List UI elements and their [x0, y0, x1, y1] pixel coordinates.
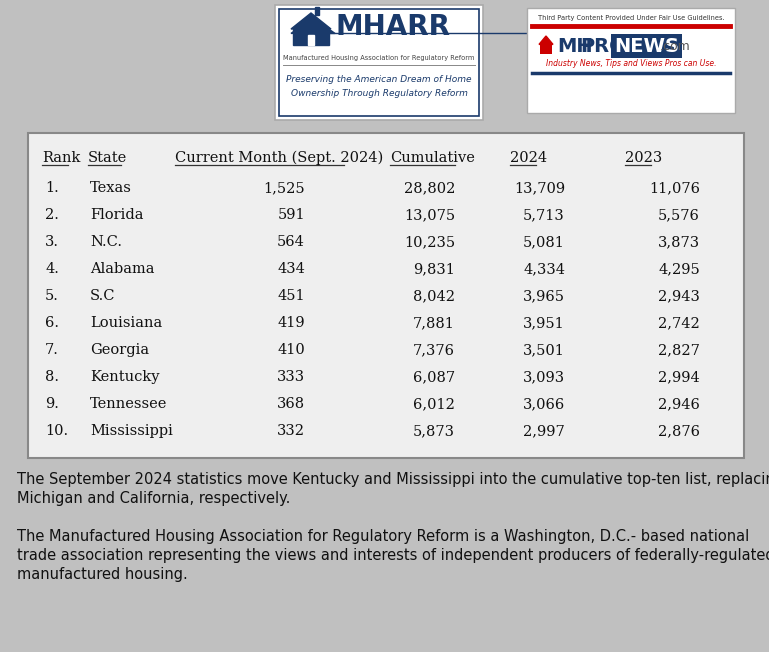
Text: 2,943: 2,943	[658, 289, 700, 303]
Text: 4,295: 4,295	[658, 262, 700, 276]
Text: State: State	[88, 151, 127, 165]
Text: Current Month (Sept. 2024): Current Month (Sept. 2024)	[175, 151, 383, 165]
Text: 4.: 4.	[45, 262, 59, 276]
Text: MHARR: MHARR	[335, 13, 450, 41]
Text: Manufactured Housing Association for Regulatory Reform: Manufactured Housing Association for Reg…	[283, 55, 474, 61]
Text: Third Party Content Provided Under Fair Use Guidelines.: Third Party Content Provided Under Fair …	[538, 15, 724, 21]
Text: NEWS: NEWS	[614, 37, 679, 55]
Text: 10,235: 10,235	[404, 235, 455, 249]
Text: Florida: Florida	[90, 208, 144, 222]
Text: 410: 410	[278, 343, 305, 357]
Text: 7,881: 7,881	[413, 316, 455, 330]
Text: Kentucky: Kentucky	[90, 370, 159, 384]
Text: .com: .com	[660, 40, 691, 53]
Text: 28,802: 28,802	[404, 181, 455, 195]
Text: Louisiana: Louisiana	[90, 316, 162, 330]
Bar	[293, 29, 329, 45]
Text: Ownership Through Regulatory Reform: Ownership Through Regulatory Reform	[291, 89, 468, 98]
Text: Tennessee: Tennessee	[90, 397, 168, 411]
Text: Rank: Rank	[42, 151, 81, 165]
Text: 2024: 2024	[510, 151, 547, 165]
Text: 11,076: 11,076	[649, 181, 700, 195]
Polygon shape	[291, 18, 335, 33]
FancyBboxPatch shape	[527, 8, 735, 113]
Text: Michigan and California, respectively.: Michigan and California, respectively.	[17, 491, 291, 506]
Text: The Manufactured Housing Association for Regulatory Reform is a Washington, D.C.: The Manufactured Housing Association for…	[17, 529, 749, 544]
Text: Cumulative: Cumulative	[390, 151, 475, 165]
Text: 7,376: 7,376	[413, 343, 455, 357]
Text: 5,873: 5,873	[413, 424, 455, 438]
Text: manufactured housing.: manufactured housing.	[17, 567, 188, 582]
Text: 3.: 3.	[45, 235, 59, 249]
Text: S.C: S.C	[90, 289, 115, 303]
Text: Preserving the American Dream of Home: Preserving the American Dream of Home	[286, 74, 471, 83]
Text: 1,525: 1,525	[263, 181, 305, 195]
Text: 5,576: 5,576	[658, 208, 700, 222]
Text: 6.: 6.	[45, 316, 59, 330]
Bar	[315, 7, 319, 15]
Text: 368: 368	[277, 397, 305, 411]
FancyBboxPatch shape	[279, 9, 479, 116]
FancyBboxPatch shape	[28, 133, 744, 458]
Text: 13,709: 13,709	[514, 181, 565, 195]
Text: N.C.: N.C.	[90, 235, 122, 249]
Text: 3,965: 3,965	[523, 289, 565, 303]
Text: 7.: 7.	[45, 343, 59, 357]
Text: 564: 564	[277, 235, 305, 249]
Text: 2,946: 2,946	[658, 397, 700, 411]
Text: Industry News, Tips and Views Pros can Use.: Industry News, Tips and Views Pros can U…	[546, 59, 716, 68]
Text: Mississippi: Mississippi	[90, 424, 173, 438]
Text: 2,876: 2,876	[658, 424, 700, 438]
Text: 2,827: 2,827	[658, 343, 700, 357]
Text: 6,012: 6,012	[413, 397, 455, 411]
Text: 13,075: 13,075	[404, 208, 455, 222]
Text: 9.: 9.	[45, 397, 59, 411]
Text: 333: 333	[277, 370, 305, 384]
Text: Texas: Texas	[90, 181, 131, 195]
Text: 434: 434	[277, 262, 305, 276]
Text: The September 2024 statistics move Kentucky and Mississippi into the cumulative : The September 2024 statistics move Kentu…	[17, 472, 769, 487]
Text: 419: 419	[278, 316, 305, 330]
FancyBboxPatch shape	[275, 5, 483, 120]
Text: 10.: 10.	[45, 424, 68, 438]
Text: 8.: 8.	[45, 370, 59, 384]
Text: 591: 591	[278, 208, 305, 222]
Text: 3,873: 3,873	[657, 235, 700, 249]
Text: 2,994: 2,994	[658, 370, 700, 384]
Text: 5,081: 5,081	[523, 235, 565, 249]
Polygon shape	[539, 36, 553, 44]
Polygon shape	[291, 13, 331, 29]
Text: 4,334: 4,334	[523, 262, 565, 276]
Text: MH: MH	[557, 37, 593, 55]
Text: 451: 451	[278, 289, 305, 303]
Text: 2023: 2023	[625, 151, 662, 165]
Text: 5,713: 5,713	[523, 208, 565, 222]
Text: 3,951: 3,951	[523, 316, 565, 330]
Text: PRO: PRO	[580, 37, 626, 55]
Text: 3,501: 3,501	[523, 343, 565, 357]
Bar	[540, 44, 552, 54]
Text: 2.: 2.	[45, 208, 59, 222]
Text: 332: 332	[277, 424, 305, 438]
Text: 3,066: 3,066	[523, 397, 565, 411]
Text: trade association representing the views and interests of independent producers : trade association representing the views…	[17, 548, 769, 563]
Text: 2,742: 2,742	[658, 316, 700, 330]
Text: 9,831: 9,831	[413, 262, 455, 276]
Text: Alabama: Alabama	[90, 262, 155, 276]
Text: 2,997: 2,997	[523, 424, 565, 438]
Text: 6,087: 6,087	[413, 370, 455, 384]
Text: 5.: 5.	[45, 289, 59, 303]
Bar	[308, 35, 314, 45]
Text: Georgia: Georgia	[90, 343, 149, 357]
Text: 3,093: 3,093	[523, 370, 565, 384]
Text: 1.: 1.	[45, 181, 58, 195]
Text: 8,042: 8,042	[413, 289, 455, 303]
